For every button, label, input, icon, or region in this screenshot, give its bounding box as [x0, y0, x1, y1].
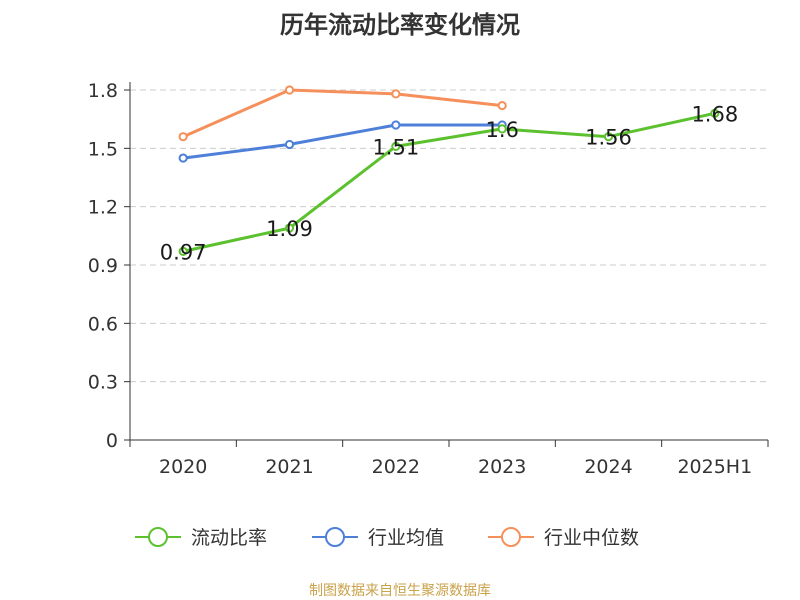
data-point [710, 108, 720, 118]
legend-label: 流动比率 [191, 527, 267, 549]
grid-lines [130, 89, 768, 383]
data-label: 1.51 [372, 135, 419, 159]
x-tick-label: 2021 [265, 456, 313, 478]
legend[interactable]: 流动比率 行业均值 行业中位数 [135, 527, 639, 549]
data-point [178, 132, 188, 142]
data-label: 1.6 [485, 118, 518, 142]
legend-marker [501, 527, 521, 547]
data-point [284, 85, 295, 95]
series-lines [178, 85, 720, 256]
y-tick-label: 1.5 [88, 138, 118, 160]
y-tick-label: 0.9 [88, 255, 118, 277]
legend-label: 行业中位数 [544, 527, 639, 549]
y-tick-label: 0.6 [88, 313, 118, 335]
data-label: 1.56 [585, 126, 632, 150]
data-point [284, 223, 295, 233]
data-point [603, 132, 614, 142]
y-tick-label: 0.3 [88, 372, 118, 394]
y-tick-label: 0 [106, 430, 118, 452]
x-tick-label: 2022 [372, 456, 420, 478]
data-point [178, 153, 188, 163]
data-point [391, 120, 401, 130]
data-label: 0.97 [160, 240, 207, 264]
y-tick-label: 1.8 [88, 80, 118, 102]
data-point [391, 141, 401, 151]
legend-item-1[interactable]: 行业均值 [312, 527, 444, 549]
chart-title: 历年流动比率变化情况 [280, 11, 520, 39]
legend-label: 行业均值 [368, 527, 444, 549]
axes: 0 0.3 0.6 0.9 1.2 1.5 1.8 2020 2021 2022 2023 2024 2… [88, 80, 769, 478]
data-label: 1.09 [266, 217, 313, 241]
series-line-1 [183, 123, 503, 160]
data-point [284, 139, 295, 150]
x-tick-label: 2024 [584, 456, 632, 478]
series-line-2 [182, 88, 503, 139]
data-labels: 0.97 1.09 1.51 1.6 1.56 1.68 [160, 102, 738, 264]
data-point [391, 89, 401, 99]
x-tick-label: 2020 [159, 456, 207, 478]
legend-marker [325, 527, 345, 547]
legend-marker [148, 527, 168, 547]
legend-item-2[interactable]: 行业中位数 [488, 527, 639, 549]
series-line-0 [182, 111, 716, 253]
legend-item-0[interactable]: 流动比率 [135, 527, 267, 549]
data-point [497, 100, 507, 111]
y-tick-label: 1.2 [88, 197, 118, 219]
data-label: 1.68 [691, 102, 738, 126]
x-tick-label: 2025H1 [677, 456, 752, 478]
data-point [178, 246, 188, 256]
data-point [497, 124, 507, 134]
source-note: 制图数据来自恒生聚源数据库 [309, 583, 491, 599]
x-tick-label: 2023 [478, 456, 526, 478]
